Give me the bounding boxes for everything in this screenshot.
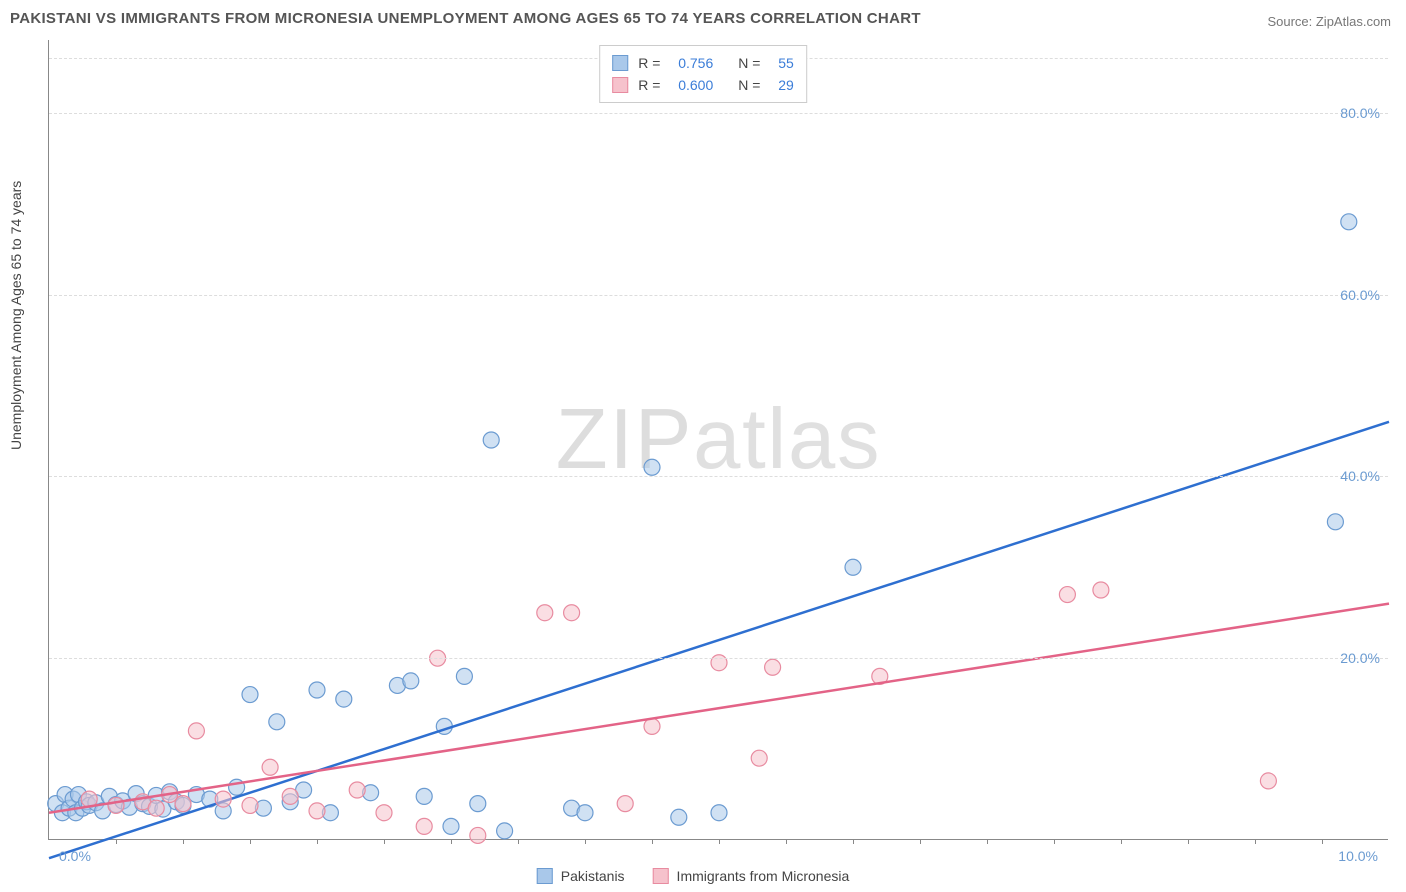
legend-series: Pakistanis Immigrants from Micronesia bbox=[537, 868, 870, 884]
x-tick bbox=[1255, 839, 1256, 844]
x-tick bbox=[1188, 839, 1189, 844]
scatter-point bbox=[148, 800, 164, 816]
x-tick bbox=[786, 839, 787, 844]
scatter-point bbox=[470, 796, 486, 812]
legend-r-label: R = bbox=[638, 52, 668, 74]
x-tick bbox=[987, 839, 988, 844]
gridline bbox=[49, 295, 1388, 296]
scatter-point bbox=[497, 823, 513, 839]
gridline bbox=[49, 476, 1388, 477]
scatter-point bbox=[309, 682, 325, 698]
x-tick bbox=[719, 839, 720, 844]
legend-r-value: 0.600 bbox=[678, 74, 728, 96]
legend-series-label: Immigrants from Micronesia bbox=[677, 868, 850, 884]
x-tick bbox=[1054, 839, 1055, 844]
scatter-point bbox=[537, 605, 553, 621]
scatter-point bbox=[470, 827, 486, 843]
legend-n-label: N = bbox=[738, 74, 768, 96]
legend-swatch bbox=[653, 868, 669, 884]
x-tick bbox=[1121, 839, 1122, 844]
x-tick-label: 0.0% bbox=[59, 848, 91, 864]
scatter-point bbox=[577, 805, 593, 821]
scatter-point bbox=[262, 759, 278, 775]
gridline bbox=[49, 658, 1388, 659]
source-label: Source: ZipAtlas.com bbox=[1267, 14, 1391, 29]
x-tick bbox=[183, 839, 184, 844]
scatter-point bbox=[416, 818, 432, 834]
trend-line bbox=[49, 604, 1389, 813]
y-tick-label: 20.0% bbox=[1340, 650, 1380, 666]
legend-series-label: Pakistanis bbox=[561, 868, 625, 884]
scatter-point bbox=[483, 432, 499, 448]
scatter-point bbox=[644, 459, 660, 475]
scatter-point bbox=[309, 803, 325, 819]
legend-n-value: 55 bbox=[778, 52, 794, 74]
scatter-point bbox=[1341, 214, 1357, 230]
y-axis-label: Unemployment Among Ages 65 to 74 years bbox=[8, 181, 24, 450]
legend-stats-row: R = 0.756 N = 55 bbox=[612, 52, 794, 74]
scatter-point bbox=[1260, 773, 1276, 789]
trend-line bbox=[49, 422, 1389, 858]
legend-swatch bbox=[612, 77, 628, 93]
x-tick bbox=[250, 839, 251, 844]
x-tick-label: 10.0% bbox=[1338, 848, 1378, 864]
y-tick-label: 60.0% bbox=[1340, 287, 1380, 303]
scatter-point bbox=[1059, 587, 1075, 603]
scatter-point bbox=[671, 809, 687, 825]
scatter-point bbox=[376, 805, 392, 821]
scatter-point bbox=[443, 818, 459, 834]
legend-swatch bbox=[537, 868, 553, 884]
x-tick bbox=[384, 839, 385, 844]
x-tick bbox=[317, 839, 318, 844]
x-tick bbox=[652, 839, 653, 844]
x-tick bbox=[518, 839, 519, 844]
scatter-point bbox=[1093, 582, 1109, 598]
legend-r-label: R = bbox=[638, 74, 668, 96]
scatter-point bbox=[403, 673, 419, 689]
plot-svg bbox=[49, 40, 1388, 839]
y-tick-label: 40.0% bbox=[1340, 468, 1380, 484]
scatter-point bbox=[711, 805, 727, 821]
legend-stats-row: R = 0.600 N = 29 bbox=[612, 74, 794, 96]
scatter-point bbox=[282, 788, 298, 804]
scatter-point bbox=[215, 791, 231, 807]
scatter-point bbox=[242, 687, 258, 703]
x-tick bbox=[1322, 839, 1323, 844]
x-tick bbox=[116, 839, 117, 844]
scatter-point bbox=[1327, 514, 1343, 530]
scatter-point bbox=[845, 559, 861, 575]
scatter-point bbox=[108, 797, 124, 813]
legend-n-value: 29 bbox=[778, 74, 794, 96]
scatter-point bbox=[564, 605, 580, 621]
scatter-point bbox=[711, 655, 727, 671]
gridline bbox=[49, 113, 1388, 114]
scatter-point bbox=[751, 750, 767, 766]
x-tick bbox=[451, 839, 452, 844]
scatter-point bbox=[456, 668, 472, 684]
legend-swatch bbox=[612, 55, 628, 71]
chart-title: PAKISTANI VS IMMIGRANTS FROM MICRONESIA … bbox=[10, 10, 921, 27]
scatter-point bbox=[617, 796, 633, 812]
x-tick bbox=[585, 839, 586, 844]
y-tick-label: 80.0% bbox=[1340, 105, 1380, 121]
scatter-point bbox=[765, 659, 781, 675]
legend-n-label: N = bbox=[738, 52, 768, 74]
legend-r-value: 0.756 bbox=[678, 52, 728, 74]
scatter-point bbox=[416, 788, 432, 804]
scatter-point bbox=[336, 691, 352, 707]
scatter-point bbox=[242, 797, 258, 813]
plot-area: ZIPatlas 20.0%40.0%60.0%80.0%0.0%10.0% bbox=[48, 40, 1388, 840]
x-tick bbox=[853, 839, 854, 844]
x-tick bbox=[920, 839, 921, 844]
scatter-point bbox=[188, 723, 204, 739]
scatter-point bbox=[175, 796, 191, 812]
scatter-point bbox=[269, 714, 285, 730]
scatter-point bbox=[349, 782, 365, 798]
legend-stats: R = 0.756 N = 55 R = 0.600 N = 29 bbox=[599, 45, 807, 103]
